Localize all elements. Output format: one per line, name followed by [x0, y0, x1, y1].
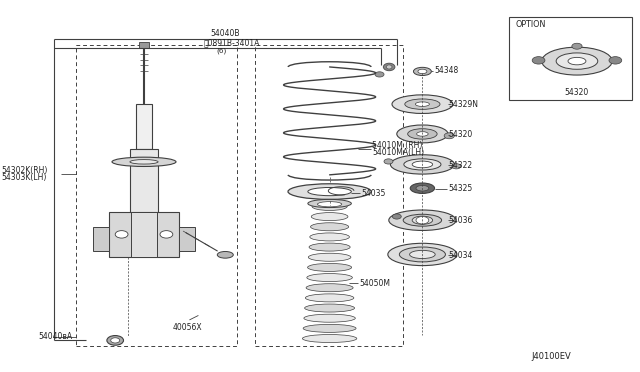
- Text: 54329N: 54329N: [448, 100, 478, 109]
- Ellipse shape: [312, 202, 348, 211]
- Ellipse shape: [417, 132, 428, 136]
- Ellipse shape: [410, 183, 435, 193]
- Ellipse shape: [399, 247, 445, 262]
- Ellipse shape: [418, 69, 427, 74]
- Text: ⓝ0891B-3401A: ⓝ0891B-3401A: [204, 38, 260, 47]
- Circle shape: [111, 338, 120, 343]
- Bar: [130, 149, 158, 242]
- Text: 40056X: 40056X: [173, 323, 202, 332]
- Ellipse shape: [308, 253, 351, 261]
- Ellipse shape: [412, 161, 433, 168]
- Bar: [179, 227, 195, 251]
- Ellipse shape: [303, 324, 356, 332]
- Ellipse shape: [218, 251, 234, 258]
- Ellipse shape: [397, 125, 448, 143]
- Ellipse shape: [568, 57, 586, 65]
- Ellipse shape: [383, 63, 395, 71]
- Text: 54303K(LH): 54303K(LH): [1, 173, 47, 182]
- Ellipse shape: [310, 223, 349, 231]
- Circle shape: [115, 231, 128, 238]
- Circle shape: [384, 159, 393, 164]
- Text: 54320: 54320: [448, 130, 472, 139]
- Text: 54322: 54322: [448, 161, 472, 170]
- Ellipse shape: [309, 243, 350, 251]
- Ellipse shape: [388, 243, 457, 266]
- Ellipse shape: [412, 216, 433, 224]
- Text: 54040B: 54040B: [210, 29, 239, 38]
- Ellipse shape: [408, 129, 437, 139]
- Ellipse shape: [112, 157, 176, 167]
- Ellipse shape: [303, 334, 357, 343]
- Bar: [109, 212, 179, 257]
- Ellipse shape: [308, 199, 351, 208]
- Circle shape: [572, 43, 582, 49]
- Text: 54040ʙA: 54040ʙA: [38, 332, 72, 341]
- Bar: [93, 227, 109, 251]
- Ellipse shape: [288, 184, 371, 199]
- Ellipse shape: [308, 263, 351, 272]
- Text: J40100EV: J40100EV: [531, 352, 571, 361]
- Text: 54320: 54320: [565, 88, 589, 97]
- Circle shape: [609, 57, 622, 64]
- Bar: [131, 212, 157, 257]
- Ellipse shape: [416, 185, 429, 191]
- Circle shape: [160, 231, 173, 238]
- Ellipse shape: [308, 187, 351, 196]
- Bar: [136, 104, 152, 149]
- Ellipse shape: [306, 284, 353, 292]
- Circle shape: [532, 57, 545, 64]
- Circle shape: [107, 336, 124, 345]
- Text: 54302K(RH): 54302K(RH): [1, 166, 47, 174]
- Text: 54035: 54035: [362, 189, 386, 198]
- Ellipse shape: [392, 95, 453, 113]
- Circle shape: [392, 214, 401, 219]
- Ellipse shape: [387, 65, 392, 69]
- Text: (6): (6): [216, 48, 227, 54]
- Text: 54325: 54325: [448, 185, 472, 193]
- Ellipse shape: [541, 47, 612, 75]
- Bar: [255, 45, 403, 346]
- Circle shape: [452, 164, 461, 169]
- Ellipse shape: [405, 99, 440, 109]
- Text: 54036: 54036: [448, 217, 472, 225]
- Ellipse shape: [413, 67, 431, 76]
- Bar: [76, 45, 237, 346]
- Ellipse shape: [305, 304, 355, 312]
- Ellipse shape: [403, 214, 442, 226]
- Ellipse shape: [317, 202, 342, 207]
- Text: 54348: 54348: [434, 66, 458, 75]
- Text: OPTION: OPTION: [515, 20, 545, 29]
- Ellipse shape: [130, 160, 158, 164]
- Ellipse shape: [307, 273, 353, 282]
- Bar: [139, 42, 149, 48]
- Ellipse shape: [304, 314, 355, 322]
- Circle shape: [444, 133, 454, 139]
- Circle shape: [416, 217, 429, 224]
- Ellipse shape: [410, 250, 435, 259]
- Ellipse shape: [305, 294, 354, 302]
- Ellipse shape: [556, 53, 598, 69]
- Text: 54010M (RH): 54010M (RH): [372, 141, 423, 150]
- Text: 54034: 54034: [448, 251, 472, 260]
- Ellipse shape: [375, 72, 384, 77]
- Text: 54050M: 54050M: [360, 279, 390, 288]
- Text: 54010MA(LH): 54010MA(LH): [372, 148, 424, 157]
- Ellipse shape: [415, 102, 429, 106]
- Ellipse shape: [390, 155, 454, 174]
- Ellipse shape: [389, 210, 456, 230]
- Ellipse shape: [311, 213, 348, 221]
- Bar: [509, 17, 632, 100]
- Ellipse shape: [310, 233, 349, 241]
- Ellipse shape: [404, 159, 441, 170]
